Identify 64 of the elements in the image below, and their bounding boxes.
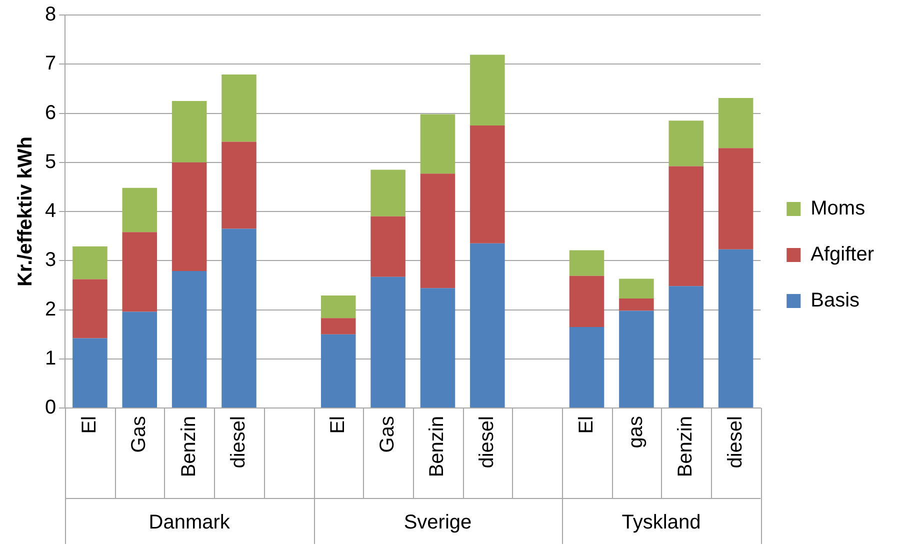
legend-label: Basis — [810, 290, 860, 312]
y-tick-label: 4 — [45, 200, 56, 222]
y-tick-label: 6 — [45, 102, 56, 124]
bar — [122, 232, 158, 312]
x-tick-label: Benzin — [178, 416, 200, 478]
bar — [172, 100, 207, 162]
bar — [718, 148, 754, 250]
x-tick-label: Benzin — [674, 416, 697, 478]
x-tick-label: diesel — [476, 416, 498, 468]
bar — [668, 286, 704, 408]
bar — [370, 216, 406, 277]
y-tick-label: 2 — [45, 298, 56, 320]
y-tick-label: 5 — [45, 150, 56, 173]
bar — [72, 279, 108, 338]
y-axis-title: Kr./effektiv kWh — [14, 136, 37, 287]
y-tick-label: 1 — [45, 347, 56, 370]
bar — [370, 276, 406, 408]
bar — [569, 276, 604, 327]
bar — [172, 162, 207, 271]
bar — [370, 170, 406, 216]
bar — [122, 188, 158, 232]
x-tick-label: gas — [624, 416, 647, 448]
bar — [718, 98, 754, 148]
bar — [569, 326, 604, 408]
bar — [470, 243, 505, 408]
bar — [420, 174, 456, 288]
y-tick-label: 8 — [45, 4, 56, 26]
bar — [668, 120, 704, 166]
bar — [172, 270, 207, 408]
bar — [222, 74, 256, 142]
text: Tyskland — [622, 512, 701, 534]
x-tick-label: El — [78, 416, 100, 434]
bar — [320, 296, 356, 318]
y-tick-label: 0 — [45, 396, 56, 419]
legend-label: Moms — [810, 198, 866, 220]
y-tick-label: 3 — [45, 249, 56, 272]
y-tick-label: 7 — [45, 52, 56, 75]
x-tick-label: diesel — [228, 416, 250, 468]
text: Danmark — [148, 512, 231, 534]
bar — [420, 288, 456, 408]
x-tick-label: Gas — [128, 416, 150, 453]
bar — [668, 166, 704, 286]
bar — [619, 298, 654, 311]
bar — [569, 250, 604, 276]
bar — [222, 142, 256, 229]
x-tick-label: El — [326, 416, 349, 434]
bar — [470, 54, 505, 126]
bar — [122, 312, 158, 408]
text: Sverige — [404, 512, 472, 534]
bar — [619, 310, 654, 408]
bar — [420, 114, 456, 174]
bar — [718, 249, 754, 408]
bar — [72, 246, 108, 280]
legend-label: Afgifter — [810, 244, 874, 266]
bar — [320, 334, 356, 408]
bar — [619, 278, 654, 298]
bar — [72, 338, 108, 408]
bar — [222, 228, 256, 408]
x-tick-label: El — [575, 416, 598, 434]
x-tick-label: Benzin — [426, 416, 448, 478]
bar — [470, 126, 505, 244]
bar — [320, 318, 356, 334]
x-tick-label: diesel — [724, 416, 746, 468]
x-tick-label: Gas — [376, 416, 399, 453]
